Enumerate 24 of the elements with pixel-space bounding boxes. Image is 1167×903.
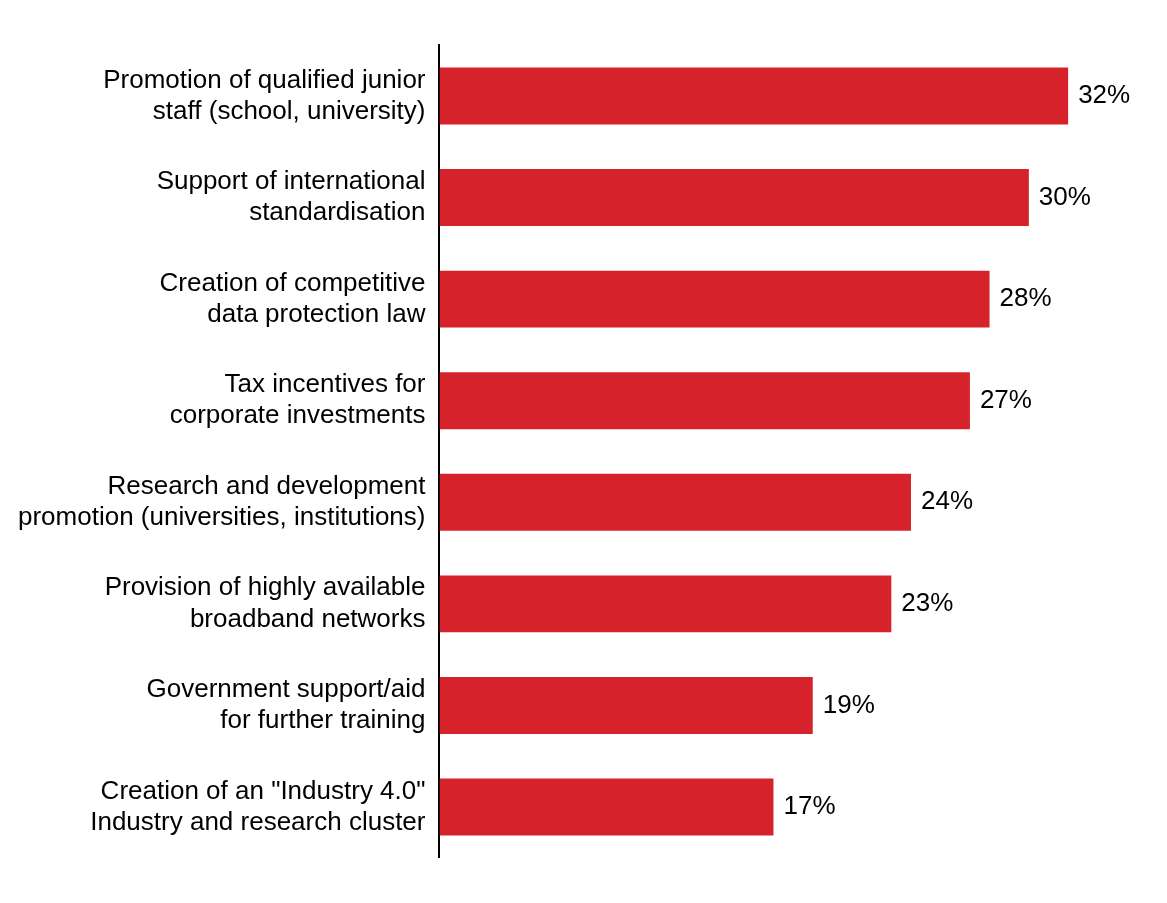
data-label: 19% [822,688,875,719]
y-tick-label: Support of international standardisation [156,165,426,227]
bar [439,67,1069,125]
y-tick-label: Creation of an "Industry 4.0" Industry and research cluster [90,774,426,836]
y-tick-label: Creation of competitive data protection law [159,266,426,328]
y-tick-label: Research and development promotion (universities, institutions) [17,469,427,532]
bar [439,778,774,836]
bar [439,677,813,734]
data-label: 28% [999,282,1052,313]
y-tick-label: Promotion of qualified junior staff (school, university) [103,63,426,125]
data-label: 30% [1038,180,1091,211]
data-label: 27% [979,383,1032,414]
data-label: 17% [783,790,836,821]
data-label: 24% [920,485,974,516]
bar [439,270,990,328]
bar [439,473,911,531]
y-tick-label: Government support/aid for further training [146,673,426,735]
bar [439,372,970,430]
data-label: 23% [901,587,954,618]
y-tick-label: Provision of highly available broadband networks [104,571,426,633]
y-tick-label: Tax incentives for corporate investments [169,368,426,430]
bar [439,169,1029,226]
bar [439,575,892,633]
data-label: 32% [1078,79,1131,110]
